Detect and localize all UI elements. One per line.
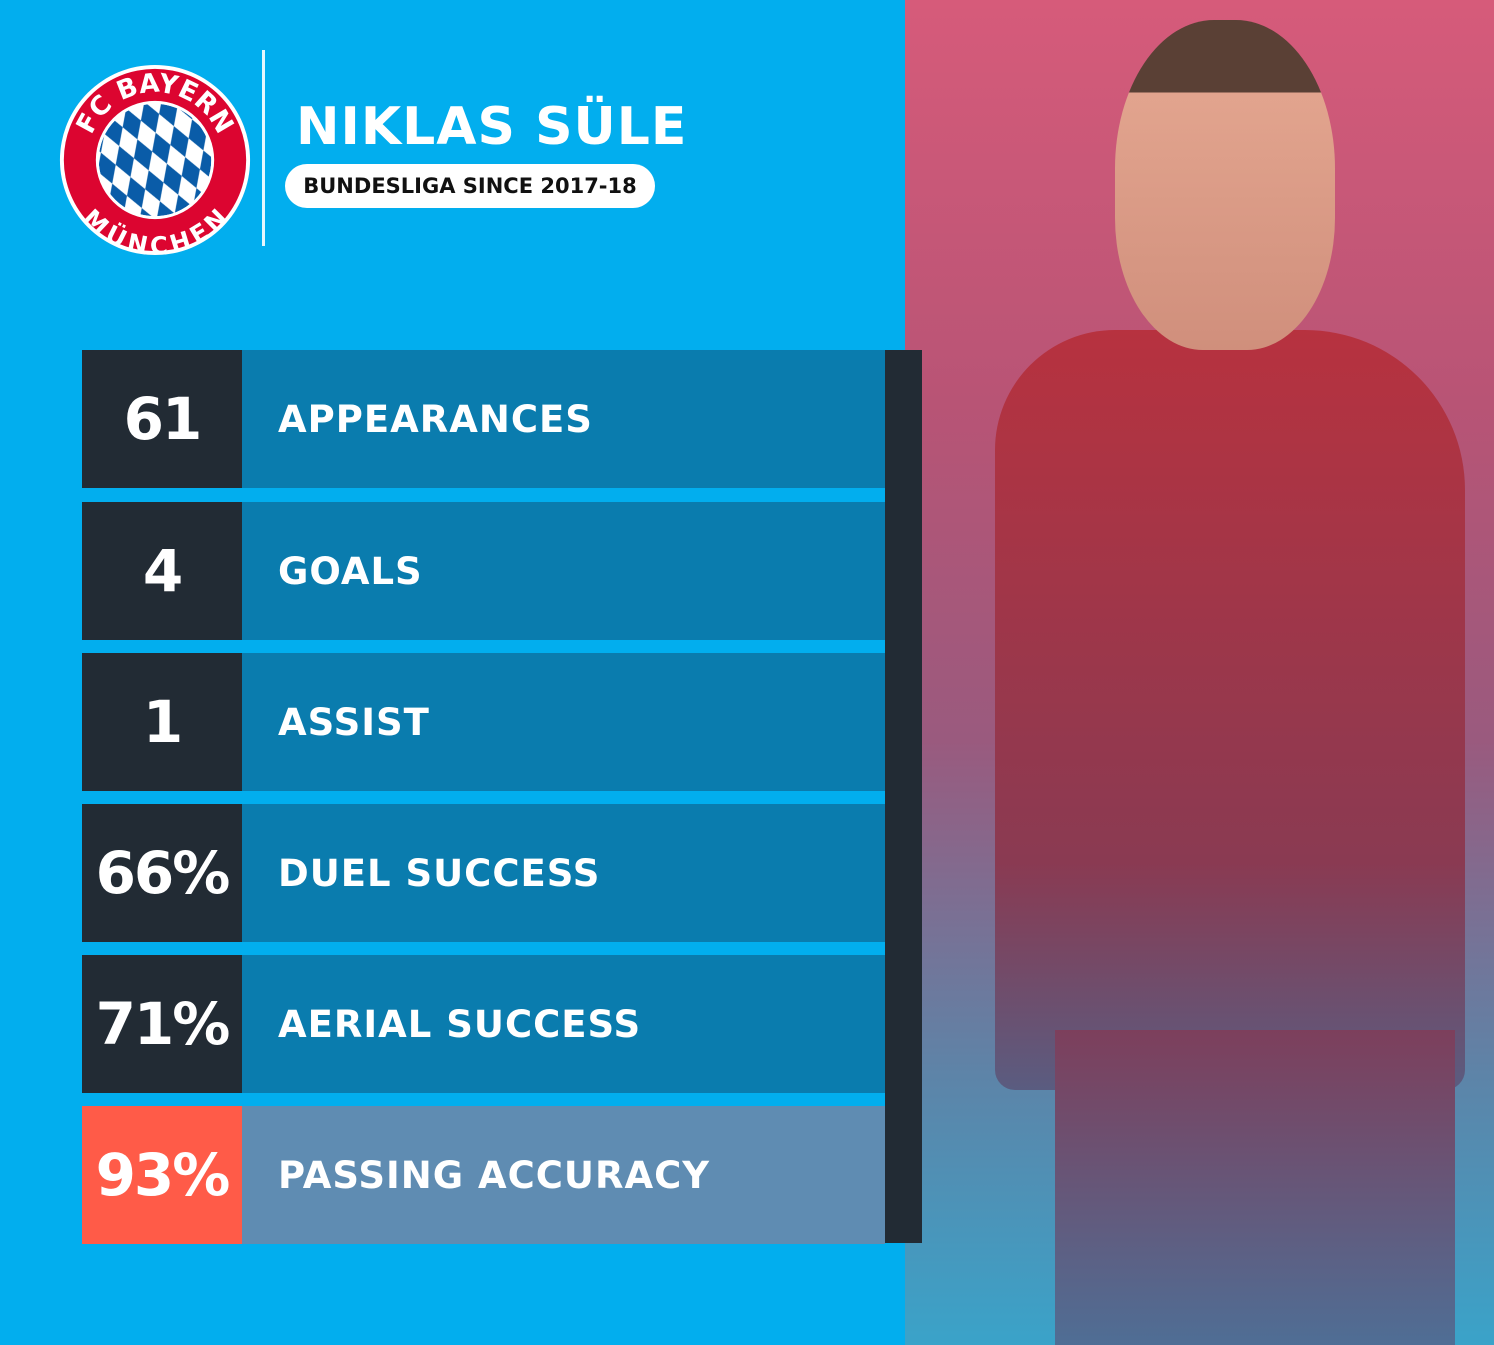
stat-row-appearances: 61 APPEARANCES	[82, 350, 885, 488]
stat-row-assist: 1 ASSIST	[82, 653, 885, 791]
stat-label: PASSING ACCURACY	[242, 1106, 885, 1244]
player-photo	[905, 0, 1494, 1345]
stat-value: 1	[82, 653, 242, 791]
stat-row-duel-success: 66% DUEL SUCCESS	[82, 804, 885, 942]
player-shorts	[1055, 1030, 1455, 1345]
stat-row-goals: 4 GOALS	[82, 502, 885, 640]
season-badge: BUNDESLIGA SINCE 2017-18	[285, 164, 655, 208]
fc-bayern-logo: FC BAYERN MÜNCHEN	[59, 64, 251, 257]
header-divider	[262, 50, 265, 246]
stat-value: 66%	[82, 804, 242, 942]
stat-label: ASSIST	[242, 653, 885, 791]
player-jersey	[995, 330, 1465, 1090]
stat-label: APPEARANCES	[242, 350, 885, 488]
stat-value: 71%	[82, 955, 242, 1093]
stat-label: DUEL SUCCESS	[242, 804, 885, 942]
stat-label: AERIAL SUCCESS	[242, 955, 885, 1093]
stats-side-bar	[885, 350, 922, 1243]
stat-value: 4	[82, 502, 242, 640]
stat-row-aerial-success: 71% AERIAL SUCCESS	[82, 955, 885, 1093]
stat-value: 61	[82, 350, 242, 488]
stat-label: GOALS	[242, 502, 885, 640]
stat-value: 93%	[82, 1106, 242, 1244]
player-head	[1115, 20, 1335, 350]
season-badge-text: BUNDESLIGA SINCE 2017-18	[303, 174, 637, 198]
player-name: NIKLAS SÜLE	[296, 97, 688, 157]
stat-row-passing-accuracy: 93% PASSING ACCURACY	[82, 1106, 885, 1244]
